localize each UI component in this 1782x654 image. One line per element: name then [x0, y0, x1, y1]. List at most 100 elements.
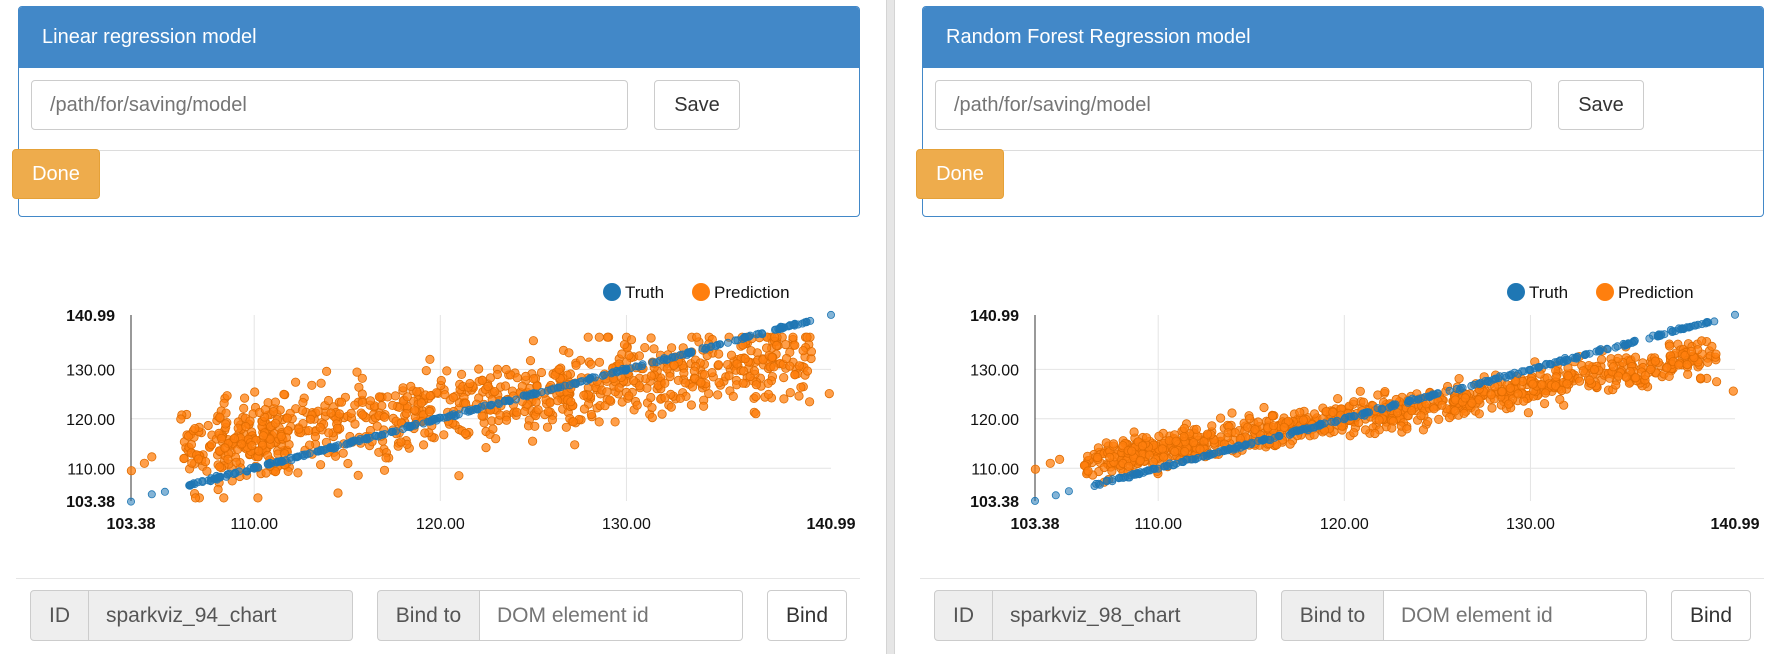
truth-point [1179, 457, 1188, 466]
truth-point [676, 351, 685, 360]
prediction-point [387, 400, 398, 410]
prediction-point [1268, 421, 1279, 431]
prediction-point [396, 437, 406, 447]
prediction-point [790, 340, 800, 350]
prediction-point [531, 397, 541, 407]
prediction-point [1631, 373, 1641, 383]
prediction-point [398, 383, 408, 393]
prediction-point [570, 440, 580, 450]
prediction-point [1250, 425, 1260, 435]
prediction-point [270, 418, 281, 428]
prediction-point [239, 403, 249, 413]
prediction-point [1574, 376, 1585, 386]
prediction-point [767, 352, 777, 362]
save-button[interactable]: Save [654, 80, 740, 130]
y-tick-label: 130.00 [66, 362, 115, 379]
prediction-point [336, 397, 347, 407]
truth-point [411, 421, 420, 430]
prediction-point [714, 378, 724, 388]
truth-point [423, 417, 432, 426]
prediction-point [714, 349, 724, 359]
truth-point [1573, 353, 1582, 362]
bind-controls: ID sparkviz_98_chart Bind to Bind [934, 590, 1754, 641]
prediction-point [374, 392, 384, 402]
prediction-point [176, 414, 186, 424]
prediction-point [686, 400, 697, 410]
y-tick-label: 140.99 [970, 308, 1019, 325]
prediction-point [456, 369, 467, 380]
prediction-point [190, 424, 200, 434]
prediction-point [315, 460, 326, 470]
prediction-point [258, 431, 268, 441]
x-tick-label: 140.99 [807, 516, 856, 533]
truth-point [1510, 368, 1519, 377]
y-tick-label: 103.38 [66, 494, 115, 511]
truth-point [1562, 356, 1571, 365]
prediction-point [1460, 393, 1470, 403]
prediction-point [481, 443, 491, 453]
prediction-point [1486, 390, 1496, 400]
prediction-point [293, 468, 303, 478]
prediction-point [448, 392, 458, 403]
truth-point [1603, 344, 1612, 353]
save-path-input[interactable] [31, 80, 628, 130]
chart-id-value: sparkviz_94_chart [89, 590, 353, 641]
truth-point [223, 470, 232, 479]
prediction-point [307, 380, 317, 390]
truth-point [1445, 386, 1454, 395]
prediction-point [1360, 425, 1371, 435]
truth-point [281, 456, 290, 465]
linear-regression-section: Linear regression model Save Done 140.99… [0, 0, 876, 654]
prediction-point [374, 447, 384, 457]
prediction-point [564, 348, 574, 358]
x-tick-label: 130.00 [602, 516, 651, 533]
done-button[interactable]: Done [12, 149, 100, 199]
prediction-point [326, 408, 336, 418]
truth-point [1331, 418, 1340, 427]
done-button[interactable]: Done [916, 149, 1004, 199]
save-path-input[interactable] [935, 80, 1532, 130]
prediction-point [1589, 364, 1600, 375]
prediction-point [624, 391, 634, 401]
y-tick-label: 110.00 [971, 461, 1019, 478]
prediction-point [304, 440, 315, 450]
dom-element-id-input[interactable] [1384, 590, 1647, 641]
prediction-point [1505, 383, 1515, 393]
prediction-point [1045, 458, 1055, 468]
plot-points [126, 310, 836, 506]
prediction-point [579, 404, 590, 414]
prediction-point [1504, 399, 1514, 409]
truth-point [1287, 429, 1296, 438]
save-button[interactable]: Save [1558, 80, 1644, 130]
prediction-point [346, 408, 356, 418]
x-tick-label: 110.00 [230, 516, 278, 533]
prediction-point [1611, 380, 1621, 390]
truth-point [1115, 473, 1124, 482]
prediction-point [647, 403, 657, 413]
truth-point [160, 487, 169, 496]
prediction-point [477, 411, 487, 421]
y-tick-label: 130.00 [970, 362, 1019, 379]
prediction-point [321, 366, 332, 377]
prediction-point [1135, 455, 1145, 465]
prediction-point [491, 434, 501, 444]
dom-element-id-input[interactable] [480, 590, 743, 641]
prediction-point [1179, 432, 1189, 442]
truth-point [723, 338, 732, 347]
prediction-point [794, 391, 804, 401]
prediction-point [740, 354, 750, 364]
prediction-point [294, 424, 304, 434]
prediction-point [1171, 436, 1181, 446]
y-tick-label: 103.38 [970, 494, 1019, 511]
prediction-point [1159, 452, 1169, 462]
prediction-point [761, 343, 772, 353]
prediction-point [1202, 429, 1212, 439]
prediction-point [1298, 415, 1308, 425]
bind-button[interactable]: Bind [767, 590, 847, 641]
truth-point [1220, 445, 1229, 454]
prediction-point [586, 409, 597, 420]
prediction-point [785, 361, 795, 371]
bind-button[interactable]: Bind [1671, 590, 1751, 641]
prediction-point [1695, 373, 1706, 383]
panel-divider[interactable] [886, 0, 895, 654]
